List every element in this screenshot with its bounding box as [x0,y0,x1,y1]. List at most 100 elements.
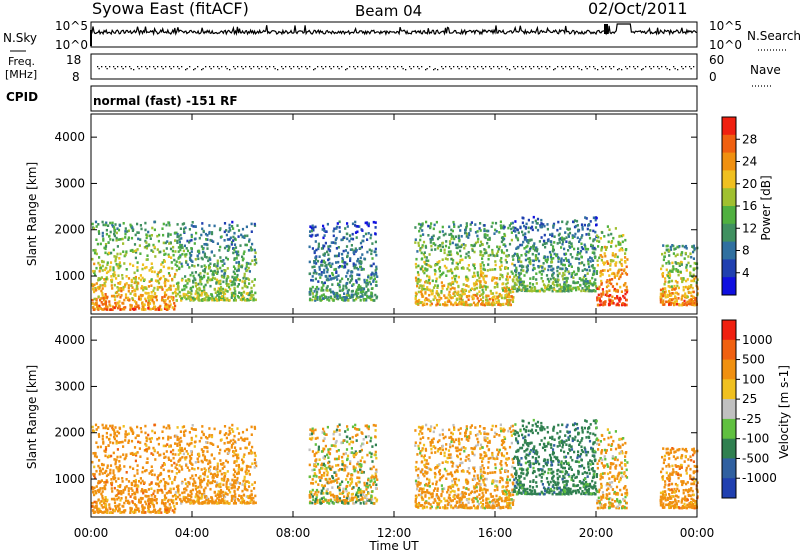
echo-cell [462,303,465,306]
echo-cell [169,303,172,306]
echo-cell [130,481,133,485]
echo-cell [585,217,588,220]
echo-cell [118,304,121,308]
echo-cell [133,496,136,500]
echo-cell [416,302,419,306]
echo-cell [123,307,126,311]
echo-cell [154,255,157,258]
nave-dot [189,66,191,68]
echo-cell [97,295,100,298]
echo-cell [454,302,457,305]
echo-cell [608,280,611,283]
echo-cell [522,233,525,237]
echo-cell [475,282,478,286]
echo-cell [178,497,182,501]
nave-dot [649,66,651,68]
echo-cell [147,498,150,501]
nave-dot [193,69,195,71]
echo-cell [607,284,610,287]
echo-cell [105,479,108,482]
echo-cell [122,425,125,428]
nave-dot [605,66,607,68]
echo-cell [355,249,358,252]
nave-dot [365,66,367,68]
echo-cell [216,465,219,468]
echo-cell [233,489,236,493]
echo-cell [175,269,178,272]
echo-cell [487,302,490,305]
freq-dot [410,68,412,70]
echo-cell [176,438,179,442]
echo-cell [217,490,220,493]
echo-cell [479,253,482,257]
echo-cell [160,285,163,289]
echo-cell [92,270,95,273]
echo-cell [164,508,167,512]
echo-cell [374,232,377,235]
echo-cell [110,478,113,481]
echo-cell [161,501,164,505]
echo-cell [221,287,224,291]
echo-cell [228,426,231,430]
echo-cell [416,300,419,303]
echo-cell [587,262,590,266]
echo-cell [156,234,159,238]
echo-cell [243,296,246,300]
echo-cell [130,439,134,443]
echo-cell [219,501,223,504]
echo-cell [332,229,335,233]
echo-cell [227,447,230,451]
echo-cell [689,264,692,268]
echo-cell [309,230,312,233]
echo-cell [500,257,503,260]
echo-cell [218,280,221,284]
nave-dot [425,69,427,71]
echo-cell [322,289,325,292]
echo-cell [237,278,240,281]
echo-cell [625,288,629,292]
echo-cell [432,227,435,231]
echo-cell [500,260,503,264]
colorbar-tick-label: 20 [742,177,757,191]
echo-cell [200,497,203,500]
echo-cell [525,265,528,269]
echo-cell [514,281,517,285]
echo-cell [170,297,173,300]
echo-cell [218,431,222,435]
echo-cell [246,437,249,441]
echo-cell [580,242,583,246]
echo-cell [590,243,593,247]
echo-cell [488,297,491,301]
echo-cell [116,306,120,310]
echo-cell [326,270,329,274]
nave-dot [445,66,447,68]
echo-cell [459,301,462,304]
echo-cell [109,238,112,241]
echo-cell [206,475,209,478]
echo-cell [461,288,464,291]
echo-cell [687,255,690,258]
echo-cell [129,303,132,307]
echo-cell [182,222,186,225]
echo-cell [324,295,327,298]
echo-cell [162,241,165,245]
echo-cell [431,279,434,283]
echo-cell [177,235,180,238]
echo-cell [176,239,179,243]
echo-cell [153,508,156,512]
echo-cell [349,274,352,278]
nave-dot [441,66,443,68]
echo-cell [163,463,166,466]
echo-cell [316,296,319,299]
echo-cell [560,246,563,249]
echo-cell [495,301,498,304]
echo-cell [429,289,432,293]
echo-cell [184,429,187,433]
nave-dot [413,66,415,68]
echo-cell [250,222,253,226]
echo-cell [169,247,173,251]
echo-cell [337,282,340,286]
echo-cell [178,294,182,298]
echo-cell [506,255,509,258]
echo-cell [468,294,471,298]
